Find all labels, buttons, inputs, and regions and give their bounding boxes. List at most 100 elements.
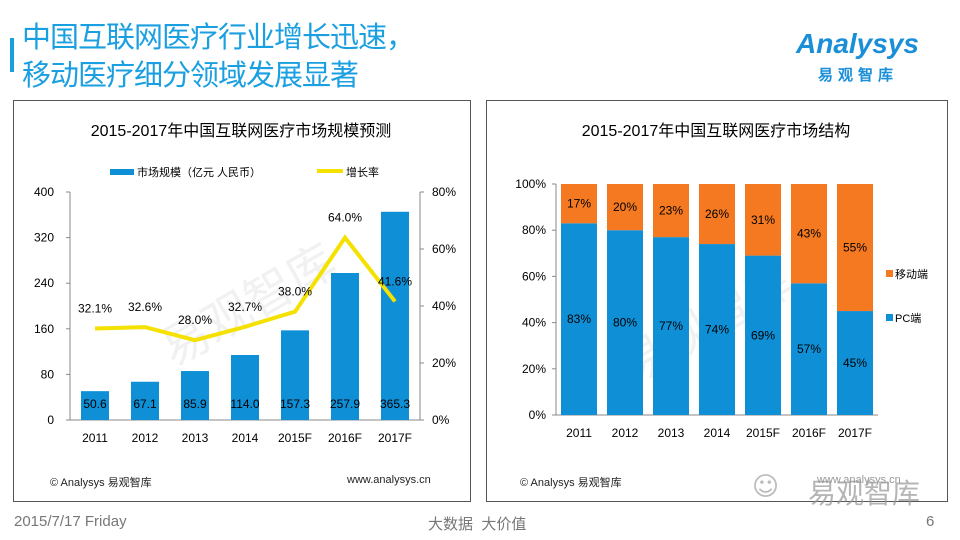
y-tick-label: 60% xyxy=(522,269,546,283)
x-tick-label: 2016F xyxy=(328,431,362,445)
mobile-data-label: 43% xyxy=(797,227,821,241)
bar-mobile xyxy=(607,184,643,231)
x-tick-label: 2016F xyxy=(792,426,826,440)
pc-data-label: 69% xyxy=(751,328,775,342)
legend-label-bar: 市场规模（亿元 人民币） xyxy=(137,165,261,179)
wechat-watermark: 易观智库 xyxy=(808,477,921,510)
bar-pc xyxy=(837,311,873,415)
source-left: © Analysys 易观智库 xyxy=(50,477,152,489)
mobile-data-label: 20% xyxy=(613,200,637,214)
y2-tick-label: 60% xyxy=(432,242,456,256)
pc-data-label: 80% xyxy=(613,316,637,330)
y-tick-label: 400 xyxy=(34,185,54,199)
bar-mobile xyxy=(699,184,735,245)
bar xyxy=(181,371,209,420)
growth-line xyxy=(94,234,397,343)
chart-title: 2015-2017年中国互联网医疗市场结构 xyxy=(582,122,851,140)
line-data-label: 32.6% xyxy=(128,300,162,314)
url-left[interactable]: www.analysys.cn xyxy=(347,474,431,486)
line-data-label: 38.0% xyxy=(278,285,312,299)
bar-mobile xyxy=(653,184,689,238)
bar-pc xyxy=(699,244,735,415)
bar-data-label: 257.9 xyxy=(330,397,360,411)
footer-slogan: 大数据 大价值 xyxy=(428,516,527,533)
bar xyxy=(281,330,309,420)
footer-page-number: 6 xyxy=(926,513,935,530)
legend-swatch-bar xyxy=(110,169,134,175)
pc-data-label: 45% xyxy=(843,356,867,370)
x-tick-label: 2017F xyxy=(838,426,872,440)
legend-swatch-pc xyxy=(886,314,893,321)
bar-mobile xyxy=(837,184,873,312)
logo-analysys: Analysys xyxy=(796,28,919,59)
y-tick-label: 160 xyxy=(34,322,54,336)
mobile-data-label: 26% xyxy=(705,207,729,221)
pc-data-label: 57% xyxy=(797,342,821,356)
url-right[interactable]: www.analysys.cn xyxy=(817,474,901,486)
bar-pc xyxy=(607,230,643,415)
x-tick-label: 2013 xyxy=(182,431,209,445)
bar-pc xyxy=(745,255,781,415)
y2-tick-label: 80% xyxy=(432,185,456,199)
y-tick-label: 40% xyxy=(522,316,546,330)
bar-mobile xyxy=(791,184,827,284)
x-tick-label: 2011 xyxy=(566,426,592,440)
source-right: © Analysys 易观智库 xyxy=(520,477,622,489)
x-tick-label: 2012 xyxy=(132,431,159,445)
x-tick-label: 2015F xyxy=(278,431,312,445)
bar xyxy=(231,355,259,420)
legend-swatch-line xyxy=(317,169,343,173)
bar-mobile xyxy=(745,184,781,256)
bar xyxy=(381,211,409,420)
x-tick-label: 2012 xyxy=(612,426,639,440)
x-tick-label: 2014 xyxy=(704,426,731,440)
legend-label-mobile: 移动端 xyxy=(895,268,928,281)
legend-label-line: 增长率 xyxy=(346,165,379,179)
mobile-data-label: 17% xyxy=(567,197,591,211)
legend-label-pc: PC端 xyxy=(895,312,921,325)
line-data-label: 41.6% xyxy=(378,274,412,288)
bar-data-label: 50.6 xyxy=(83,397,107,411)
y-tick-label: 80 xyxy=(41,367,55,381)
bar-data-label: 365.3 xyxy=(380,397,410,411)
bar-pc xyxy=(561,223,597,415)
y-tick-label: 320 xyxy=(34,231,54,245)
mobile-data-label: 31% xyxy=(751,213,775,227)
bar-data-label: 157.3 xyxy=(280,397,310,411)
line-data-label: 32.7% xyxy=(228,300,262,314)
bar xyxy=(131,381,159,420)
title-accent-bar xyxy=(10,38,14,72)
bar-data-label: 85.9 xyxy=(183,397,207,411)
chart-title: 2015-2017年中国互联网医疗市场规模预测 xyxy=(91,122,392,140)
x-tick-label: 2013 xyxy=(658,426,685,440)
y-tick-label: 100% xyxy=(515,177,546,191)
x-tick-label: 2011 xyxy=(82,431,108,445)
x-tick-label: 2017F xyxy=(378,431,412,445)
legend-swatch-mobile xyxy=(886,270,893,277)
y2-tick-label: 20% xyxy=(432,356,456,370)
y-tick-label: 20% xyxy=(522,362,546,376)
line-data-label: 64.0% xyxy=(328,211,362,225)
y-tick-label: 240 xyxy=(34,276,54,290)
x-tick-label: 2014 xyxy=(232,431,259,445)
bar-pc xyxy=(653,237,689,415)
line-data-label: 28.0% xyxy=(178,313,212,327)
page-title-line1: 中国互联网医疗行业增长迅速， xyxy=(22,20,415,54)
y-tick-label: 0% xyxy=(529,408,547,422)
pc-data-label: 74% xyxy=(705,323,729,337)
wechat-icon: ☺ xyxy=(752,472,780,502)
bar-pc xyxy=(791,283,827,415)
x-tick-label: 2015F xyxy=(746,426,780,440)
bar xyxy=(81,391,109,420)
y2-tick-label: 40% xyxy=(432,299,456,313)
bar xyxy=(331,272,359,420)
y-tick-label: 80% xyxy=(522,223,546,237)
pc-data-label: 77% xyxy=(659,319,683,333)
mobile-data-label: 23% xyxy=(659,204,683,218)
y2-tick-label: 0% xyxy=(432,413,450,427)
footer-date: 2015/7/17 Friday xyxy=(14,513,127,530)
y-tick-label: 0 xyxy=(47,413,54,427)
logo-cn: 易观智库 xyxy=(818,66,899,84)
mobile-data-label: 55% xyxy=(843,241,867,255)
